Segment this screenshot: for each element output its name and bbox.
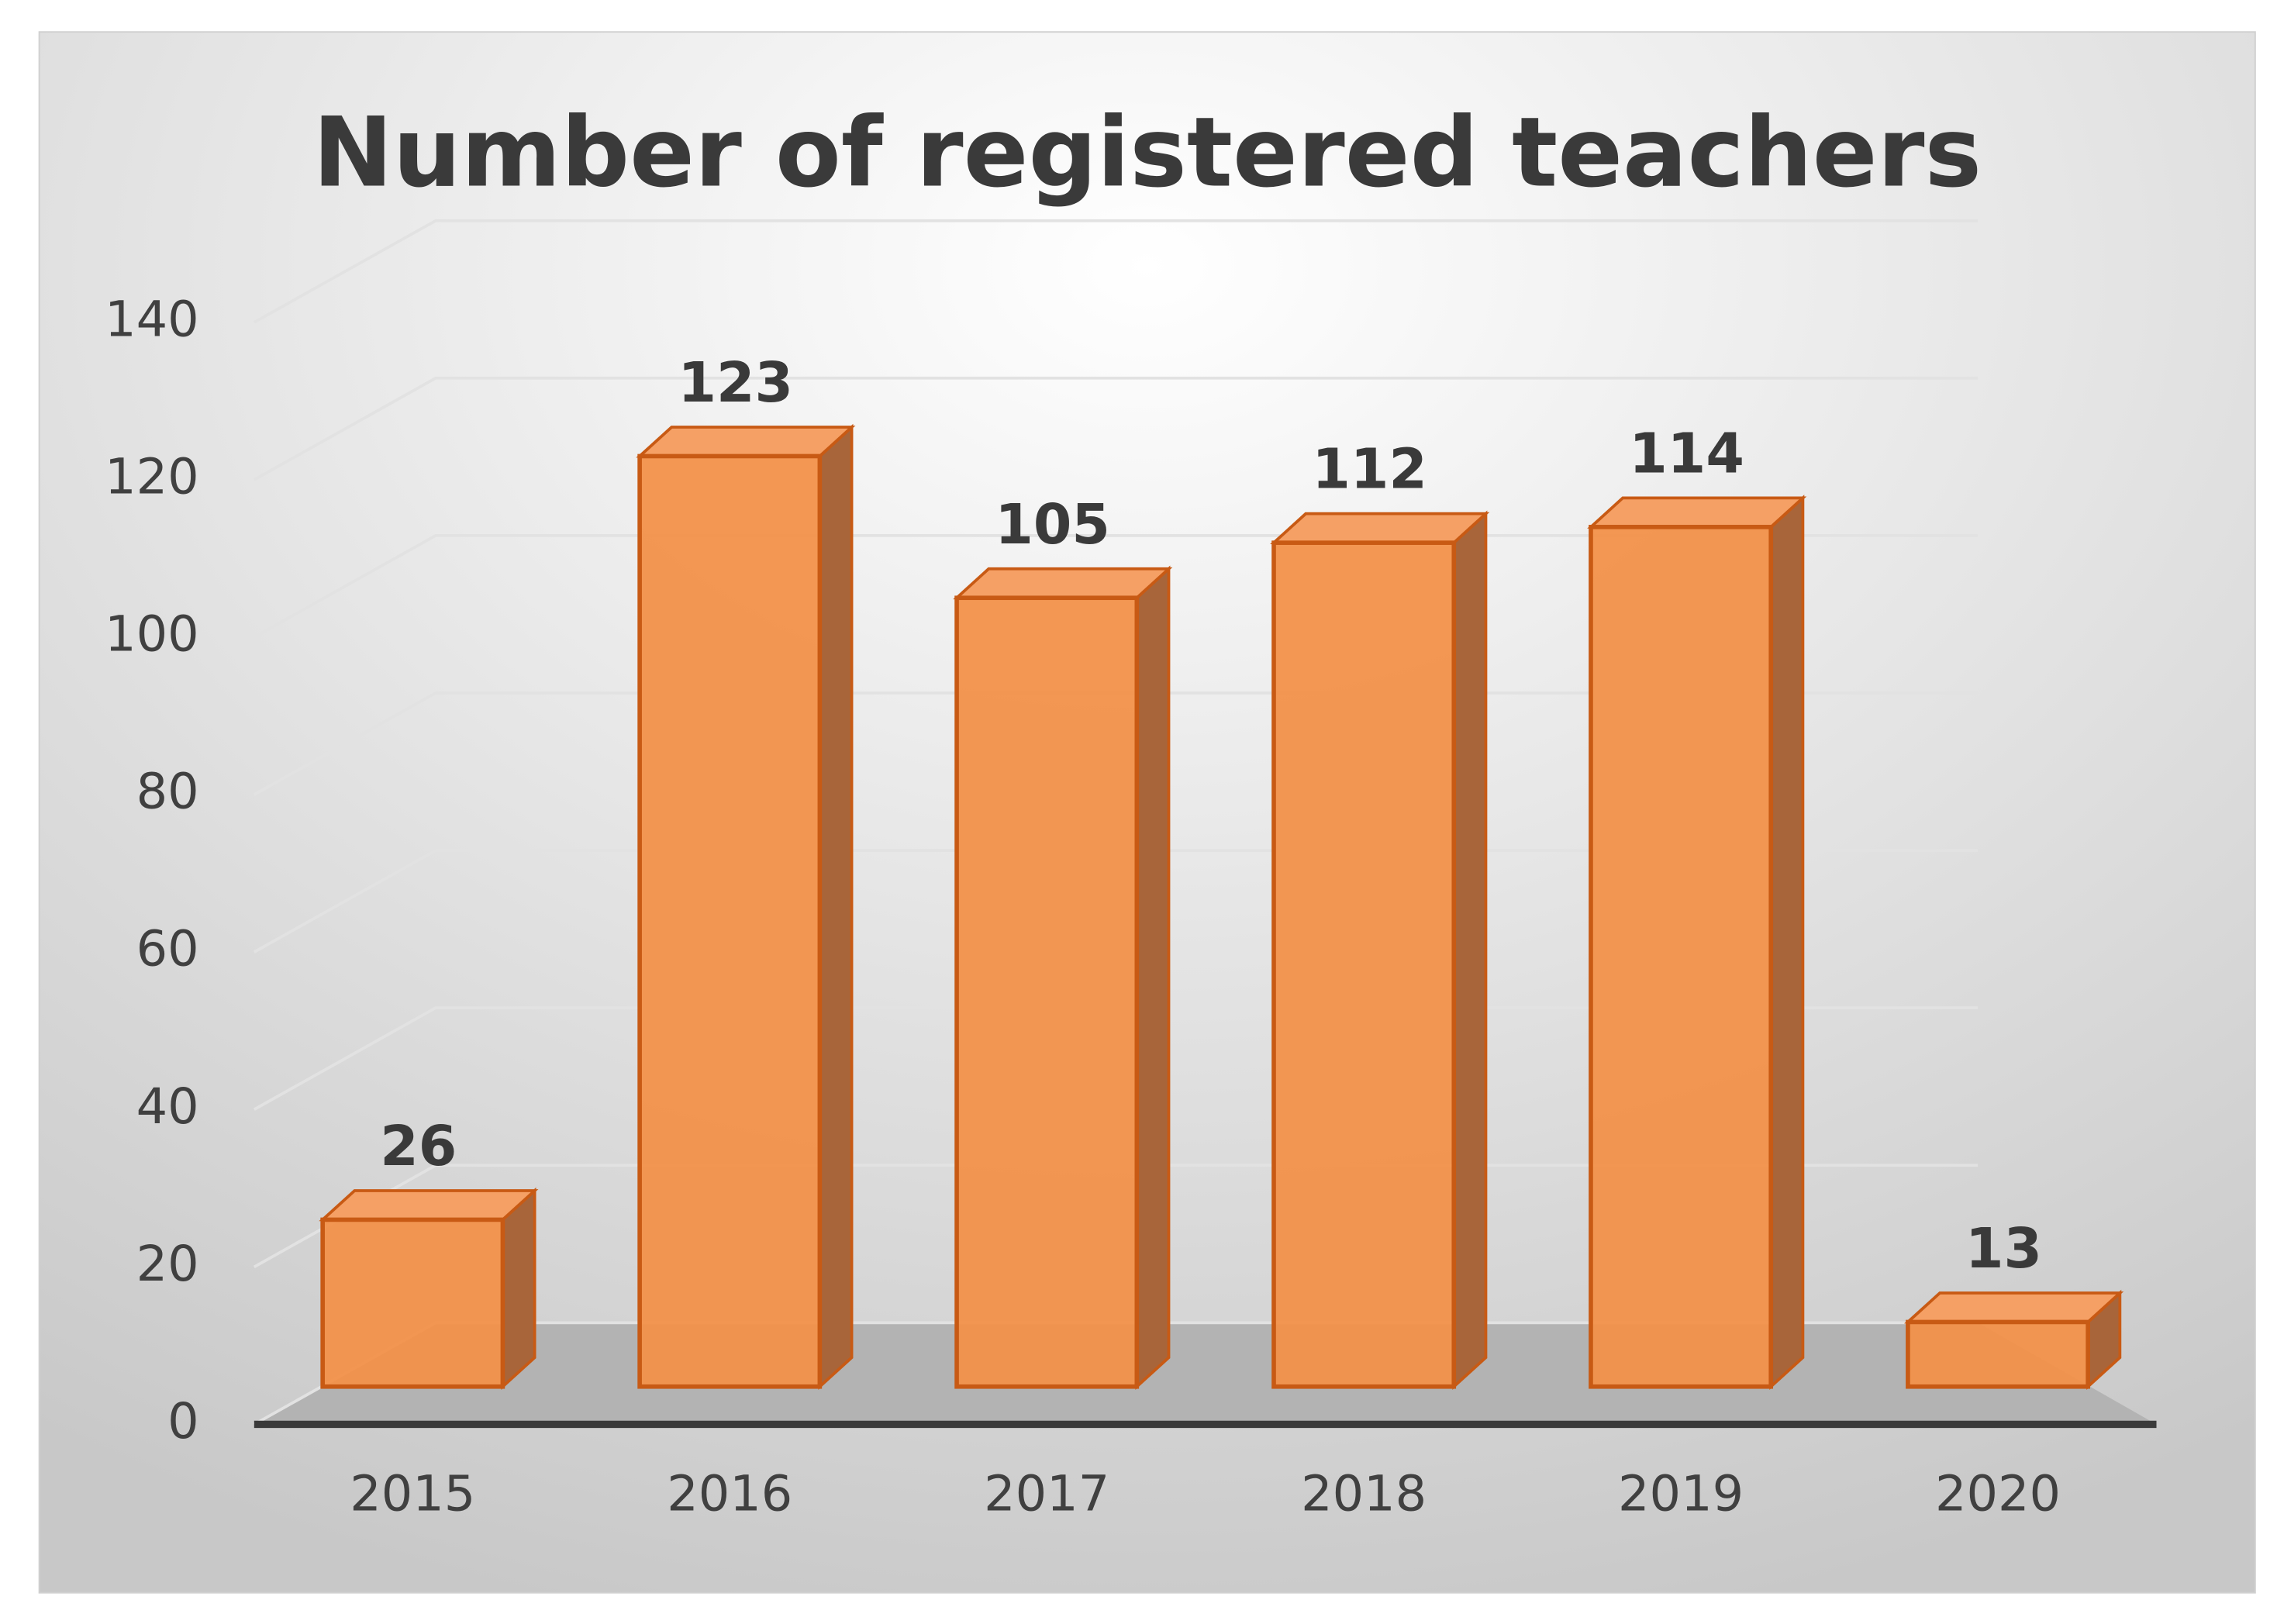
bar-side [501,1187,536,1390]
bar-group: 13 [1904,1216,2124,1390]
bar-side [818,423,854,1390]
bar-top [1270,512,1490,545]
bars: 2015 26 2016 123 2017 105 2018 112 2019 114 2020 13 [319,350,2124,1523]
x-tick-label: 2015 [350,1466,475,1523]
grid-line [253,376,1979,481]
bar-top [953,567,1173,600]
bar [320,1217,505,1389]
data-label: 105 [995,492,1110,557]
data-label: 112 [1312,437,1427,502]
bar-top [319,1189,539,1222]
bar [1271,540,1457,1389]
floor [254,1322,2157,1425]
grid-line [253,219,1979,324]
data-label: 114 [1629,421,1744,485]
bar-group: 112 [1270,437,1490,1390]
bar [1589,525,1774,1389]
y-tick-label: 20 [136,1236,199,1293]
bar-group: 114 [1587,421,1807,1390]
bar [1906,1319,2090,1389]
bar-top [1904,1291,2124,1324]
chart-title: Number of registered teachers [312,98,1982,209]
y-tick-label: 0 [167,1393,199,1450]
y-tick-label: 80 [136,764,199,821]
bar-group: 123 [636,350,856,1390]
bar-side [1452,510,1488,1390]
y-tick-label: 60 [136,921,199,978]
y-tick-label: 140 [105,291,199,348]
x-tick-label: 2020 [1935,1466,2061,1523]
bar-top [1587,496,1807,529]
y-tick-label: 40 [136,1078,199,1136]
bar-group: 26 [319,1114,539,1390]
x-tick-label: 2017 [984,1466,1109,1523]
data-label: 13 [1965,1216,2042,1281]
bar [954,595,1140,1389]
bar-side [1769,495,1805,1390]
bar-group: 105 [953,492,1173,1390]
grid: 0 20 40 60 80 100 120 140 [105,219,1979,1450]
y-tick-label: 100 [105,606,199,664]
bar-top [636,426,856,458]
x-tick-label: 2016 [667,1466,792,1523]
data-label: 26 [380,1114,457,1178]
x-tick-label: 2019 [1618,1466,1744,1523]
y-tick-label: 120 [105,448,199,505]
data-label: 123 [678,350,793,415]
x-tick-label: 2018 [1301,1466,1427,1523]
bar [637,453,823,1389]
bar-side [1135,565,1171,1390]
